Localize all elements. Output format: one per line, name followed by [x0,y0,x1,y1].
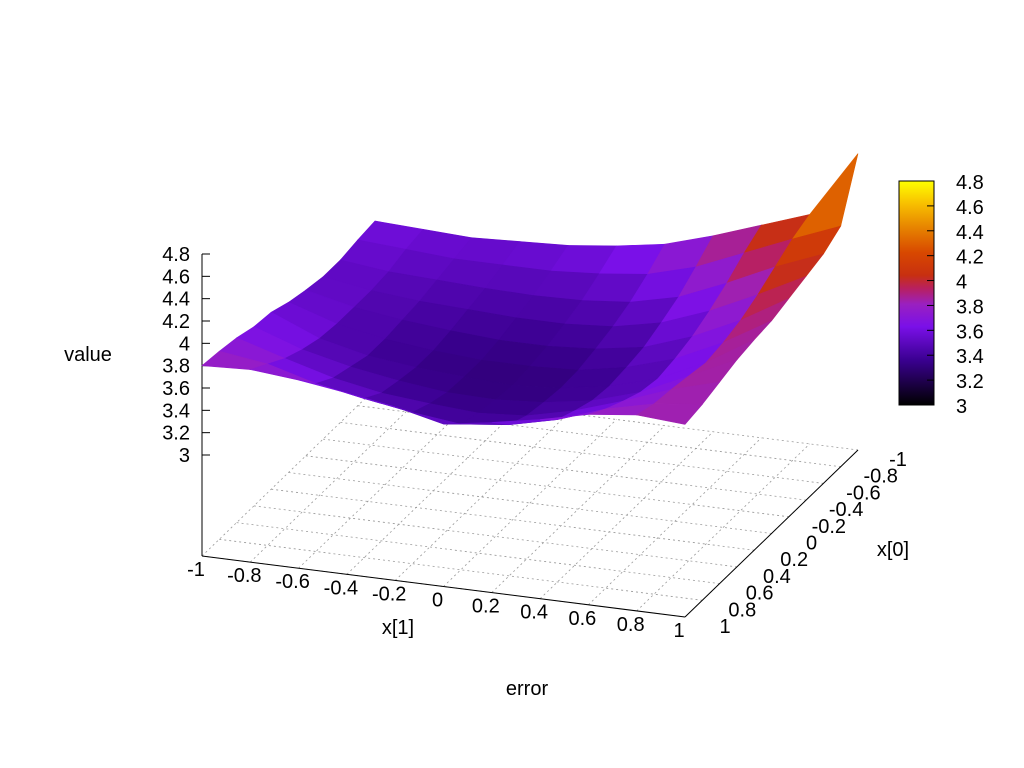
grid-line-y [219,538,703,601]
x-tick-label: -0.8 [227,565,261,587]
y-tick-label: 0.4 [763,566,791,588]
z-axis [201,253,210,556]
x-tick-label: 0.8 [617,614,645,636]
tick-labels: 33.23.43.63.844.24.44.64.8-1 -0.8 -0.6 -0.4… [162,244,907,642]
colorbar-tick-label: 4.8 [956,172,984,194]
chart-title: error [506,678,549,700]
grid-line-y [236,522,720,584]
colorbar-tick-label: 4.2 [956,247,984,269]
z-tick-label: 3.6 [162,378,190,400]
colorbar-tick-label: 4.6 [956,197,984,219]
surface-quad [635,403,703,425]
y-tick-label: -0.6 [846,482,880,504]
surface-quad [791,153,859,240]
z-tick-label: 3.2 [162,423,190,445]
y-tick-label: -0.8 [863,466,897,488]
y-tick-label: -0.4 [829,499,863,521]
grid-line-y [340,422,824,484]
grid-line-x [491,425,666,593]
surface-mesh [201,153,859,425]
z-tick-label: 4.8 [162,244,190,266]
grid-line-x [394,413,569,581]
grid-line-x [298,400,472,569]
colorbar: 3 3.2 3.4 3.6 3.84 4.2 4.4 4.6 4.8 [898,172,984,418]
z-tick-label: 4.4 [162,289,190,311]
colorbar-tick-label: 3.4 [956,346,984,368]
colorbar-tick-label: 4 [956,272,967,294]
colorbar-tick-label: 3.8 [956,296,984,318]
x-axis-line [201,555,686,618]
y-tick-label: 0.8 [728,599,756,621]
grid-line-y [305,455,789,518]
z-tick-label: 4 [179,333,190,355]
colorbar-tick-label: 3.2 [956,371,984,393]
y-tick-label: 0.6 [746,583,774,605]
y-tick-label: 1 [719,616,730,638]
y-tick-label: -0.2 [812,516,846,538]
colorbar-gradient [898,180,935,406]
y-axis-line [684,449,859,618]
x-tick-label: -0.2 [372,583,406,605]
x-tick-label: -0.6 [275,571,309,593]
x-axis-label: x[1] [382,617,414,639]
colorbar-tick-label: 3.6 [956,321,984,343]
colorbar-tick-label: 4.4 [956,222,984,244]
y-axis-label: x[0] [877,539,909,561]
z-tick-label: 4.2 [162,311,190,333]
x-tick-label: 0.2 [472,596,500,618]
grid-line-y [271,488,755,551]
grid-line-x [443,419,617,587]
grid-line-x [636,443,810,612]
grid-line-x [539,431,714,599]
z-tick-label: 3.4 [162,400,190,422]
x-tick-label: -1 [187,559,205,581]
colorbar-tick-label: 3 [956,396,967,418]
grid-line-x [250,394,424,563]
x-tick-label: 0.4 [520,602,548,624]
z-tick-label: 3 [179,445,190,467]
x-tick-label: 1 [673,620,684,642]
x-tick-label: 0 [432,590,443,612]
z-tick-label: 3.8 [162,356,190,378]
x-tick-label: -0.4 [324,577,358,599]
y-tick-label: 0.2 [780,549,808,571]
x-tick-label: 0.6 [568,608,596,630]
y-tick-label: -1 [889,449,907,471]
z-tick-label: 4.6 [162,266,190,288]
base-grid [201,388,859,618]
z-axis-label: value [64,344,112,366]
y-tick-label: 0 [806,533,817,555]
grid-line-y [323,438,807,501]
grid-line-y [288,472,772,534]
grid-line-y [253,505,737,568]
grid-line-x [588,437,762,606]
